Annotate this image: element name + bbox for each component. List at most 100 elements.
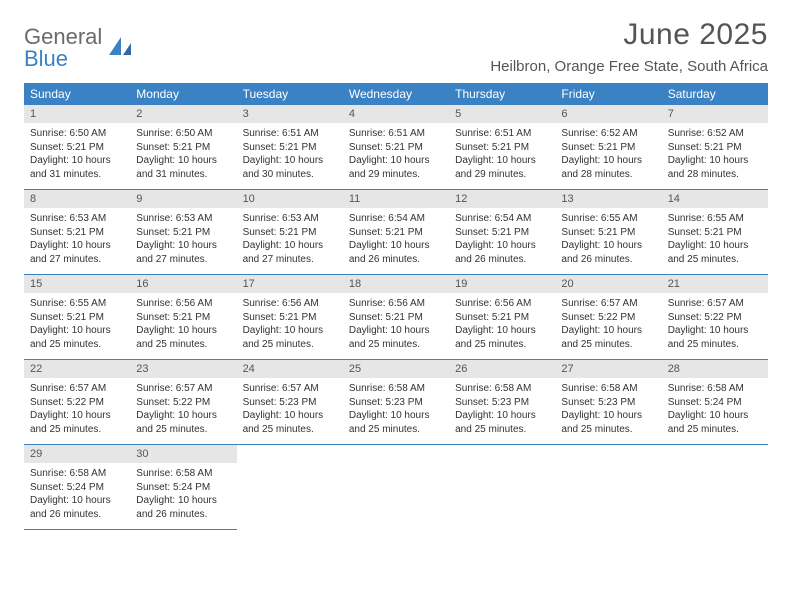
day-number: 8 <box>24 190 130 208</box>
day-detail-line: Sunrise: 6:51 AM <box>243 127 337 141</box>
day-detail-line: Sunrise: 6:52 AM <box>561 127 655 141</box>
day-detail-line: Daylight: 10 hours <box>455 409 549 423</box>
calendar-day-cell: 4Sunrise: 6:51 AMSunset: 5:21 PMDaylight… <box>343 105 449 190</box>
day-detail-line: Daylight: 10 hours <box>349 324 443 338</box>
calendar-day-cell: 27Sunrise: 6:58 AMSunset: 5:23 PMDayligh… <box>555 360 661 445</box>
day-detail-line: Sunset: 5:21 PM <box>668 141 762 155</box>
day-detail-line: Sunset: 5:21 PM <box>30 141 124 155</box>
day-detail-line: Daylight: 10 hours <box>561 239 655 253</box>
day-detail-line: Sunrise: 6:57 AM <box>136 382 230 396</box>
day-detail-line: Daylight: 10 hours <box>30 154 124 168</box>
brand-logo: General Blue <box>24 18 133 70</box>
day-detail-line: Sunrise: 6:53 AM <box>243 212 337 226</box>
day-number: 10 <box>237 190 343 208</box>
day-number: 3 <box>237 105 343 123</box>
calendar-day-cell: 18Sunrise: 6:56 AMSunset: 5:21 PMDayligh… <box>343 275 449 360</box>
day-detail-line: Daylight: 10 hours <box>668 324 762 338</box>
day-detail-line: Daylight: 10 hours <box>243 154 337 168</box>
day-details: Sunrise: 6:50 AMSunset: 5:21 PMDaylight:… <box>24 123 130 189</box>
calendar-day-cell: 20Sunrise: 6:57 AMSunset: 5:22 PMDayligh… <box>555 275 661 360</box>
day-details: Sunrise: 6:58 AMSunset: 5:23 PMDaylight:… <box>555 378 661 444</box>
day-number: 21 <box>662 275 768 293</box>
day-detail-line: and 26 minutes. <box>30 508 124 522</box>
day-detail-line: Daylight: 10 hours <box>30 409 124 423</box>
day-detail-line: and 25 minutes. <box>455 423 549 437</box>
day-number: 20 <box>555 275 661 293</box>
day-detail-line: and 25 minutes. <box>243 338 337 352</box>
day-detail-line: Daylight: 10 hours <box>349 409 443 423</box>
day-detail-line: and 30 minutes. <box>243 168 337 182</box>
sail-icon <box>107 35 133 57</box>
calendar-day-cell: 9Sunrise: 6:53 AMSunset: 5:21 PMDaylight… <box>130 190 236 275</box>
day-detail-line: Daylight: 10 hours <box>561 154 655 168</box>
day-detail-line: Sunrise: 6:54 AM <box>455 212 549 226</box>
day-details: Sunrise: 6:50 AMSunset: 5:21 PMDaylight:… <box>130 123 236 189</box>
calendar-week-row: 15Sunrise: 6:55 AMSunset: 5:21 PMDayligh… <box>24 275 768 360</box>
day-number: 11 <box>343 190 449 208</box>
day-detail-line: Sunrise: 6:57 AM <box>243 382 337 396</box>
day-number: 25 <box>343 360 449 378</box>
day-details: Sunrise: 6:57 AMSunset: 5:22 PMDaylight:… <box>24 378 130 444</box>
day-detail-line: Daylight: 10 hours <box>136 409 230 423</box>
calendar-day-cell: 7Sunrise: 6:52 AMSunset: 5:21 PMDaylight… <box>662 105 768 190</box>
day-detail-line: Sunset: 5:21 PM <box>561 226 655 240</box>
day-details: Sunrise: 6:56 AMSunset: 5:21 PMDaylight:… <box>237 293 343 359</box>
day-detail-line: Sunset: 5:21 PM <box>349 141 443 155</box>
calendar-empty-cell <box>343 445 449 530</box>
day-detail-line: Sunset: 5:21 PM <box>136 311 230 325</box>
calendar-day-cell: 26Sunrise: 6:58 AMSunset: 5:23 PMDayligh… <box>449 360 555 445</box>
day-details: Sunrise: 6:58 AMSunset: 5:24 PMDaylight:… <box>662 378 768 444</box>
day-detail-line: Sunrise: 6:58 AM <box>30 467 124 481</box>
day-details: Sunrise: 6:58 AMSunset: 5:24 PMDaylight:… <box>130 463 236 529</box>
day-detail-line: Daylight: 10 hours <box>243 239 337 253</box>
day-detail-line: and 25 minutes. <box>561 423 655 437</box>
day-number: 7 <box>662 105 768 123</box>
calendar-day-cell: 25Sunrise: 6:58 AMSunset: 5:23 PMDayligh… <box>343 360 449 445</box>
calendar-day-cell: 15Sunrise: 6:55 AMSunset: 5:21 PMDayligh… <box>24 275 130 360</box>
day-detail-line: Sunset: 5:22 PM <box>668 311 762 325</box>
day-detail-line: Sunrise: 6:58 AM <box>668 382 762 396</box>
day-number: 26 <box>449 360 555 378</box>
day-header: Tuesday <box>237 83 343 105</box>
calendar-body: 1Sunrise: 6:50 AMSunset: 5:21 PMDaylight… <box>24 105 768 530</box>
day-details: Sunrise: 6:52 AMSunset: 5:21 PMDaylight:… <box>662 123 768 189</box>
day-details: Sunrise: 6:58 AMSunset: 5:23 PMDaylight:… <box>449 378 555 444</box>
day-detail-line: and 27 minutes. <box>136 253 230 267</box>
day-detail-line: and 25 minutes. <box>136 423 230 437</box>
day-details: Sunrise: 6:52 AMSunset: 5:21 PMDaylight:… <box>555 123 661 189</box>
calendar-empty-cell <box>237 445 343 530</box>
day-detail-line: and 25 minutes. <box>668 253 762 267</box>
brand-word2: Blue <box>24 48 102 70</box>
day-details: Sunrise: 6:51 AMSunset: 5:21 PMDaylight:… <box>343 123 449 189</box>
day-detail-line: Sunrise: 6:56 AM <box>136 297 230 311</box>
day-detail-line: and 31 minutes. <box>136 168 230 182</box>
day-detail-line: Sunrise: 6:58 AM <box>136 467 230 481</box>
calendar-week-row: 22Sunrise: 6:57 AMSunset: 5:22 PMDayligh… <box>24 360 768 445</box>
day-number: 17 <box>237 275 343 293</box>
day-details: Sunrise: 6:51 AMSunset: 5:21 PMDaylight:… <box>237 123 343 189</box>
calendar-day-cell: 24Sunrise: 6:57 AMSunset: 5:23 PMDayligh… <box>237 360 343 445</box>
day-detail-line: Sunrise: 6:53 AM <box>136 212 230 226</box>
day-number: 19 <box>449 275 555 293</box>
day-detail-line: Sunrise: 6:58 AM <box>561 382 655 396</box>
day-details: Sunrise: 6:58 AMSunset: 5:23 PMDaylight:… <box>343 378 449 444</box>
calendar-day-cell: 30Sunrise: 6:58 AMSunset: 5:24 PMDayligh… <box>130 445 236 530</box>
day-detail-line: and 26 minutes. <box>349 253 443 267</box>
calendar-empty-cell <box>662 445 768 530</box>
day-number: 12 <box>449 190 555 208</box>
day-detail-line: Sunrise: 6:55 AM <box>561 212 655 226</box>
day-detail-line: Sunset: 5:23 PM <box>561 396 655 410</box>
day-detail-line: and 25 minutes. <box>30 338 124 352</box>
calendar-empty-cell <box>555 445 661 530</box>
day-header: Sunday <box>24 83 130 105</box>
calendar-day-cell: 8Sunrise: 6:53 AMSunset: 5:21 PMDaylight… <box>24 190 130 275</box>
day-detail-line: and 31 minutes. <box>30 168 124 182</box>
day-detail-line: Sunset: 5:21 PM <box>30 311 124 325</box>
day-number: 22 <box>24 360 130 378</box>
day-detail-line: Sunset: 5:21 PM <box>668 226 762 240</box>
day-detail-line: Sunset: 5:21 PM <box>136 226 230 240</box>
day-number: 24 <box>237 360 343 378</box>
calendar-day-cell: 14Sunrise: 6:55 AMSunset: 5:21 PMDayligh… <box>662 190 768 275</box>
day-number: 14 <box>662 190 768 208</box>
calendar-day-cell: 5Sunrise: 6:51 AMSunset: 5:21 PMDaylight… <box>449 105 555 190</box>
